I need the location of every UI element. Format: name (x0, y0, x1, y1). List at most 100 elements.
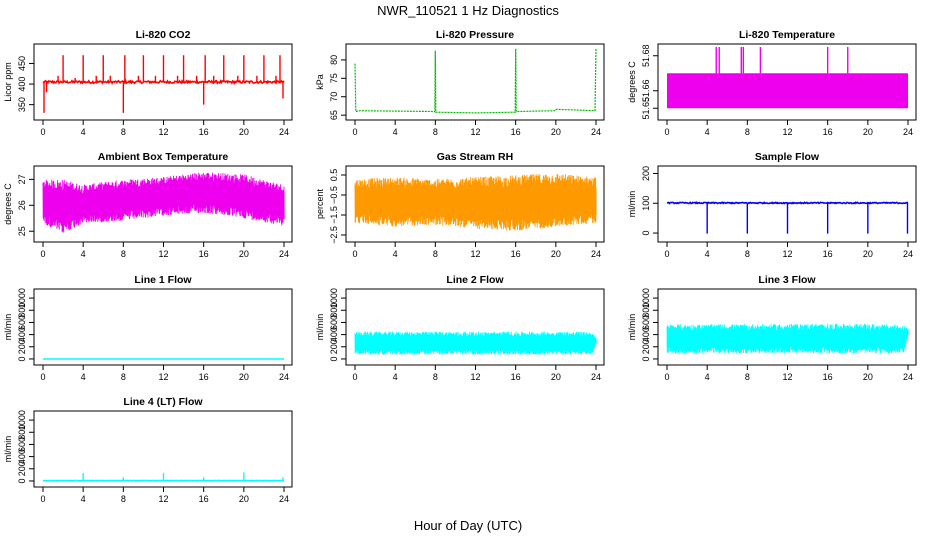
y-tick-label: 400 (17, 77, 27, 92)
y-axis-label: percent (315, 188, 325, 219)
y-tick-label: 800 (17, 303, 27, 318)
y-tick-label: 0 (329, 356, 339, 361)
y-tick-label: −0.5 (329, 186, 339, 204)
panel-title: Li-820 Pressure (436, 29, 514, 41)
y-tick-label: 200 (641, 339, 651, 354)
series-line (354, 331, 597, 355)
y-tick-label: 400 (17, 327, 27, 342)
x-tick-label: 16 (199, 494, 209, 504)
panel-title: Gas Stream RH (437, 151, 513, 163)
y-tick-label: 65 (329, 110, 339, 120)
x-tick-label: 24 (903, 127, 913, 137)
y-tick-label: 400 (641, 327, 651, 342)
series-line2-flow (354, 331, 597, 355)
x-tick-label: 24 (279, 494, 289, 504)
series-pressure (354, 48, 597, 114)
x-tick-label: 20 (863, 249, 873, 259)
y-tick-label: 200 (329, 339, 339, 354)
x-tick-label: 24 (279, 127, 289, 137)
x-tick-label: 16 (823, 372, 833, 382)
series-line (354, 48, 597, 114)
y-axis-label: Licor ppm (3, 62, 13, 102)
x-tick-label: 24 (591, 249, 601, 259)
x-tick-label: 20 (863, 127, 873, 137)
y-tick-label: 200 (641, 166, 651, 181)
x-tick-label: 0 (664, 127, 669, 137)
y-tick-label: 51.66 (641, 79, 651, 102)
x-tick-label: 20 (551, 249, 561, 259)
y-tick-label: 51.65 (641, 97, 651, 120)
panel-title: Ambient Box Temperature (98, 151, 229, 163)
y-tick-label: 0 (17, 478, 27, 483)
x-tick-label: 0 (664, 372, 669, 382)
y-tick-label: 26 (17, 200, 27, 210)
x-tick-label: 4 (81, 494, 86, 504)
panel-line4-flow: Line 4 (LT) Flow ml/min 0 4 8 12 16 20 24 0 200400… (3, 396, 293, 504)
series-line (666, 323, 909, 354)
x-tick-label: 4 (705, 127, 710, 137)
x-tick-label: 8 (745, 249, 750, 259)
series-ambient-box-temp (42, 172, 285, 233)
x-tick-label: 20 (863, 372, 873, 382)
y-tick-label: 1000 (17, 288, 27, 308)
y-tick-label: 27 (17, 174, 27, 184)
y-tick-label: 450 (17, 56, 27, 71)
x-tick-label: 16 (199, 249, 209, 259)
series-band (667, 73, 908, 109)
y-tick-label: 200 (17, 461, 27, 476)
series-line (42, 172, 285, 233)
y-tick-label: 100 (641, 196, 651, 211)
x-tick-label: 8 (433, 372, 438, 382)
series-line3-flow (666, 323, 909, 354)
y-tick-label: 51.68 (641, 44, 651, 67)
y-tick-label: 600 (329, 315, 339, 330)
panel-title: Line 1 Flow (134, 274, 192, 286)
y-tick-label: 0.5 (329, 169, 339, 182)
x-tick-label: 24 (591, 127, 601, 137)
y-tick-label: −2.5 (329, 226, 339, 244)
x-tick-label: 20 (551, 127, 561, 137)
series-line (667, 201, 909, 205)
panel-licor-temp: Li-820 Temperature degrees C 0 4 8 12 16 20 24 51… (627, 29, 917, 137)
y-tick-label: 0 (641, 356, 651, 361)
x-tick-label: 16 (199, 127, 209, 137)
x-tick-label: 24 (591, 372, 601, 382)
y-tick-label: 75 (329, 73, 339, 83)
series-sample-flow (667, 201, 909, 234)
series-line4-flow (42, 472, 285, 482)
y-tick-label: −1.5 (329, 206, 339, 224)
y-axis-label: degrees C (3, 183, 13, 225)
panel-sample-flow: Sample Flow ml/min 0 4 8 12 16 20 24 0 100 200 (627, 151, 917, 259)
x-tick-label: 8 (433, 249, 438, 259)
panel-title: Line 4 (LT) Flow (123, 396, 203, 408)
series-licor-temp (667, 47, 908, 109)
y-axis-label: ml/min (627, 314, 637, 341)
y-tick-label: 400 (329, 327, 339, 342)
y-tick-label: 350 (17, 97, 27, 112)
y-axis-label: ml/min (627, 191, 637, 218)
panel-gas-stream-rh: Gas Stream RH percent 0 4 8 12 16 20 24 0.5 −0.5 −1… (315, 151, 605, 259)
y-axis-label: ml/min (3, 314, 13, 341)
x-tick-label: 8 (121, 494, 126, 504)
x-tick-label: 20 (551, 372, 561, 382)
x-tick-label: 12 (158, 127, 168, 137)
x-tick-label: 4 (81, 249, 86, 259)
x-tick-label: 0 (352, 372, 357, 382)
panel-title: Line 3 Flow (758, 274, 816, 286)
x-tick-label: 16 (511, 372, 521, 382)
x-tick-label: 16 (199, 372, 209, 382)
x-tick-label: 16 (823, 127, 833, 137)
x-tick-label: 24 (903, 249, 913, 259)
y-tick-label: 600 (17, 315, 27, 330)
x-tick-label: 0 (664, 249, 669, 259)
x-tick-label: 20 (239, 127, 249, 137)
x-tick-label: 16 (511, 127, 521, 137)
x-tick-label: 0 (40, 372, 45, 382)
x-tick-label: 16 (511, 249, 521, 259)
x-tick-label: 12 (782, 249, 792, 259)
panel-pressure: Li-820 Pressure kPa 0 4 8 12 16 20 24 65 70 75 80 (315, 29, 605, 137)
x-tick-label: 12 (158, 494, 168, 504)
y-tick-label: 1000 (329, 288, 339, 308)
y-tick-label: 800 (329, 303, 339, 318)
